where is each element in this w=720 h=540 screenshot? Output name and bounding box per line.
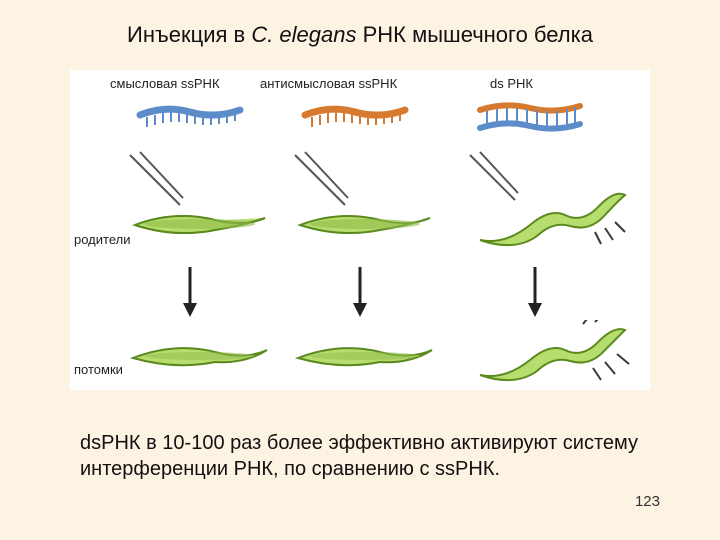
arrow-icon — [180, 265, 200, 320]
inject-antisense-icon — [290, 150, 440, 250]
inject-ds-icon — [465, 150, 635, 260]
rna-ds-icon — [475, 98, 585, 142]
inject-sense-icon — [125, 150, 275, 250]
arrow-icon — [525, 265, 545, 320]
row-label-parents: родители — [74, 232, 130, 247]
title-suffix: РНК мышечного белка — [357, 22, 593, 47]
title-species: C. elegans — [251, 22, 356, 47]
offspring-ds-icon — [465, 320, 635, 400]
col-label-sense: смысловая ssРНК — [110, 76, 220, 91]
col-label-antisense: антисмысловая ssРНК — [260, 76, 397, 91]
offspring-antisense-icon — [290, 330, 440, 380]
rna-sense-icon — [135, 100, 245, 140]
arrow-icon — [350, 265, 370, 320]
page-number: 123 — [635, 493, 660, 510]
row-label-offspring: потомки — [74, 362, 123, 377]
diagram: смысловая ssРНК антисмысловая ssРНК ds Р… — [70, 70, 650, 390]
rna-antisense-icon — [300, 100, 410, 140]
summary-text: dsРНК в 10-100 раз более эффективно акти… — [80, 430, 640, 482]
col-label-ds: ds РНК — [490, 76, 533, 91]
offspring-sense-icon — [125, 330, 275, 380]
title: Инъекция в C. elegans РНК мышечного белк… — [0, 22, 720, 48]
title-prefix: Инъекция в — [127, 22, 251, 47]
